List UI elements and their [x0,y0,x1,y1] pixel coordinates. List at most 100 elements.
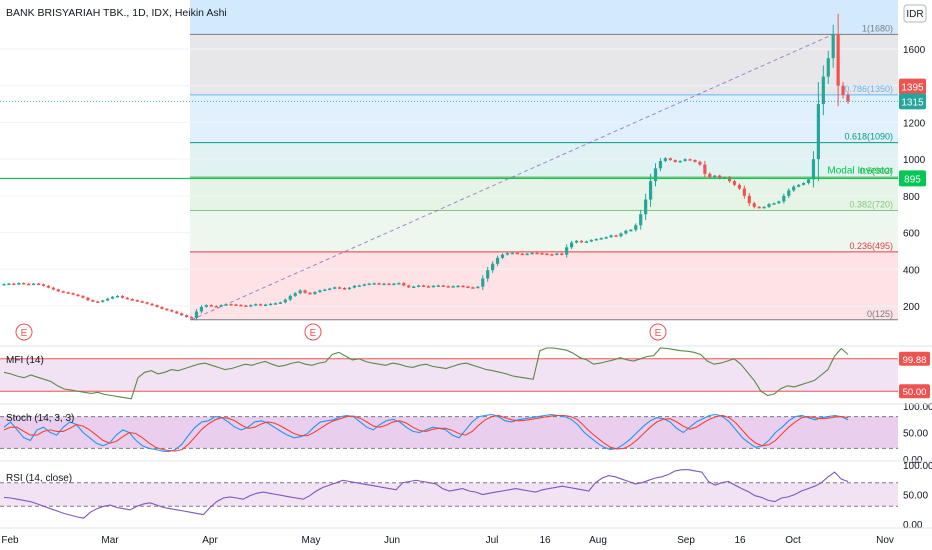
candle-body[interactable] [56,289,60,292]
candle-body[interactable] [737,184,742,189]
candle-body[interactable] [678,160,682,163]
candle-body[interactable] [466,286,470,289]
candle-body[interactable] [792,186,796,191]
stoch-d-line[interactable] [3,414,849,452]
earnings-marker[interactable] [15,323,33,341]
fib-trend-line[interactable] [191,33,834,321]
candle-body[interactable] [614,235,618,237]
candle-body[interactable] [836,34,840,86]
candle-body[interactable] [342,288,347,290]
candle-body[interactable] [594,238,598,241]
candle-body[interactable] [560,253,564,255]
candle-body[interactable] [125,297,129,300]
candle-body[interactable] [698,161,702,165]
candle-body[interactable] [535,252,539,255]
candle-body[interactable] [199,306,204,312]
candle-body[interactable] [165,308,169,311]
candle-body[interactable] [249,305,253,307]
candle-body[interactable] [313,292,317,295]
candle-body[interactable] [693,160,697,162]
candle-body[interactable] [145,302,149,304]
candle-body[interactable] [481,278,485,287]
currency-badge[interactable] [903,4,927,23]
candle-body[interactable] [520,253,524,256]
candle-body[interactable] [703,164,707,174]
candle-body[interactable] [727,177,732,182]
candle-body[interactable] [308,292,312,295]
candle-body[interactable] [283,299,287,303]
candle-body[interactable] [2,283,6,286]
candle-body[interactable] [634,225,638,230]
candle-body[interactable] [441,285,445,287]
candle-body[interactable] [273,303,278,305]
candle-body[interactable] [495,257,500,264]
candle-body[interactable] [456,285,460,288]
candle-body[interactable] [372,283,376,285]
candle-body[interactable] [816,104,820,160]
candle-body[interactable] [120,295,125,298]
stoch-k-line[interactable] [3,413,849,453]
candle-body[interactable] [298,290,302,294]
indicator-value-badge[interactable] [899,384,930,399]
candle-body[interactable] [293,293,297,296]
candle-body[interactable] [7,283,11,286]
candle-body[interactable] [565,247,569,255]
candle-body[interactable] [387,283,391,286]
rsi-line[interactable] [3,469,849,519]
candle-body[interactable] [219,305,223,307]
candle-body[interactable] [653,168,658,182]
candle-body[interactable] [402,283,406,286]
candle-body[interactable] [476,286,480,289]
candle-body[interactable] [431,285,436,288]
candle-body[interactable] [826,58,830,77]
candle-body[interactable] [412,286,416,289]
candle-body[interactable] [115,295,120,298]
fib-retracement[interactable]: 1(1680) 0.786(1350) 0.618(1090) 0.5(902) 0.3… [190,23,898,321]
candle-body[interactable] [471,287,475,289]
candle-body[interactable] [41,284,46,286]
candle-body[interactable] [668,158,672,161]
candle-body[interactable] [244,305,248,307]
candle-body[interactable] [66,292,70,294]
candle-body[interactable] [130,299,134,301]
candle-body[interactable] [486,270,490,279]
candle-body[interactable] [801,183,806,185]
indicator-value-badge[interactable] [899,351,930,366]
candle-body[interactable] [36,283,41,286]
candle-body[interactable] [540,253,544,255]
candle-body[interactable] [461,285,465,288]
candle-body[interactable] [288,295,292,300]
candle-body[interactable] [500,254,505,258]
candle-body[interactable] [61,291,65,293]
candle-body[interactable] [604,237,608,239]
candle-body[interactable] [328,288,332,291]
candle-body[interactable] [416,285,421,287]
candle-body[interactable] [811,159,816,180]
candle-body[interactable] [268,303,273,306]
candle-body[interactable] [347,287,352,290]
candle-body[interactable] [96,301,100,303]
candle-body[interactable] [234,304,238,307]
candle-body[interactable] [17,283,21,285]
candle-body[interactable] [323,289,327,291]
candle-body[interactable] [150,303,154,306]
candle-body[interactable] [609,235,613,238]
candle-body[interactable] [732,181,737,185]
candle-body[interactable] [259,304,263,306]
mfi-pane[interactable]: 99.88 50.00 [0,347,930,400]
candle-body[interactable] [550,254,554,256]
candle-body[interactable] [110,296,115,299]
price-label-badge[interactable] [899,170,926,187]
candle-body[interactable] [747,195,751,204]
candle-body[interactable] [436,285,440,287]
candle-body[interactable] [530,252,534,255]
candle-body[interactable] [658,160,663,169]
candle-body[interactable] [135,300,139,302]
candle-body[interactable] [663,158,667,161]
time-axis[interactable]: Feb Mar Apr May Jun Jul 16 Aug Sep 16 Oct Nov [1,535,894,546]
candle-body[interactable] [362,284,366,286]
candle-body[interactable] [91,300,95,302]
candle-body[interactable] [46,285,51,288]
